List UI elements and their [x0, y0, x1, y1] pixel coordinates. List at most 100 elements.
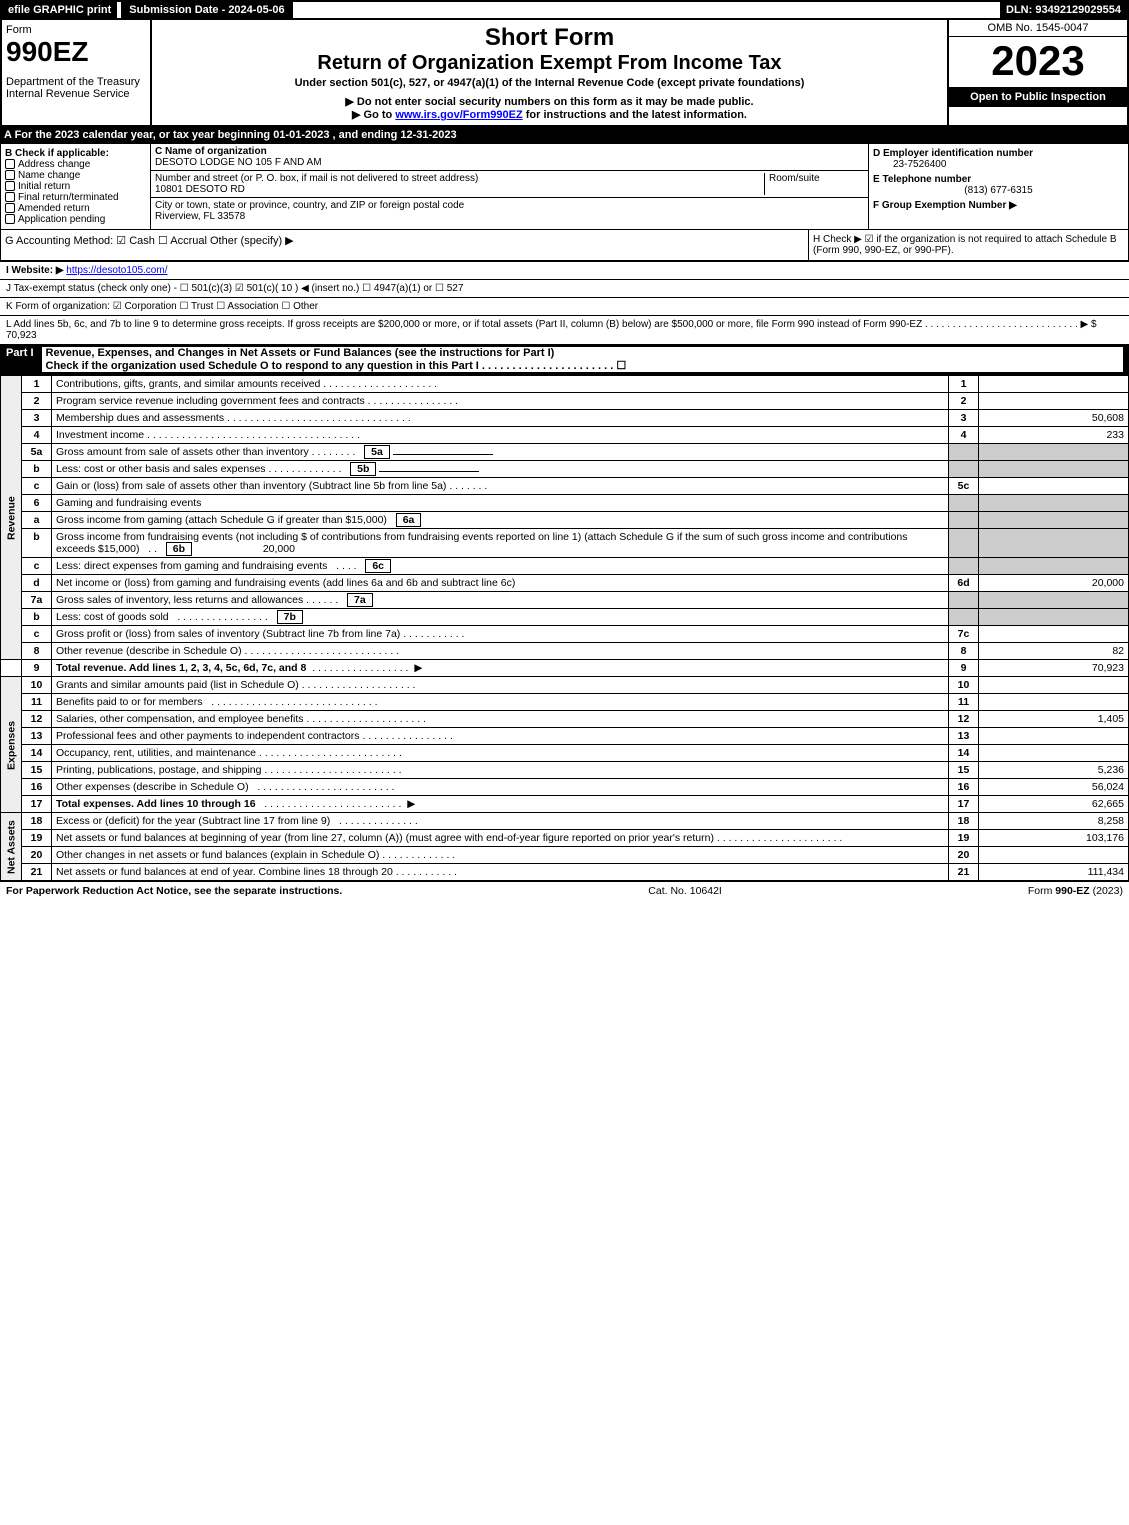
- line-14-desc: Occupancy, rent, utilities, and maintena…: [52, 745, 949, 762]
- footer-mid: Cat. No. 10642I: [648, 885, 722, 897]
- footer-right: Form 990-EZ (2023): [1028, 885, 1123, 897]
- line-21-ln: 21: [949, 864, 979, 881]
- short-form-title: Short Form: [156, 24, 943, 52]
- line-9-num: 9: [22, 660, 52, 677]
- line-5c-desc: Gain or (loss) from sale of assets other…: [52, 478, 949, 495]
- website-link[interactable]: https://desoto105.com/: [66, 265, 167, 276]
- header-right: OMB No. 1545-0047 2023 Open to Public In…: [947, 20, 1127, 125]
- line-10-num: 10: [22, 677, 52, 694]
- line-20-num: 20: [22, 847, 52, 864]
- line-9-desc: Total revenue. Add lines 1, 2, 3, 4, 5c,…: [52, 660, 949, 677]
- irs-link[interactable]: www.irs.gov/Form990EZ: [395, 109, 522, 121]
- top-bar: efile GRAPHIC print Submission Date - 20…: [0, 0, 1129, 20]
- chk-app-pending[interactable]: Application pending: [5, 214, 146, 225]
- i-label: I Website: ▶: [6, 265, 64, 276]
- line-5c-num: c: [22, 478, 52, 495]
- tax-year: 2023: [949, 37, 1127, 85]
- line-8-amt: 82: [979, 643, 1129, 660]
- line-5b-desc: Less: cost or other basis and sales expe…: [52, 461, 949, 478]
- line-7b-num: b: [22, 609, 52, 626]
- line-1-amt: [979, 376, 1129, 393]
- line-7b-amt: [979, 609, 1129, 626]
- line-6b-ln: [949, 529, 979, 558]
- line-15-num: 15: [22, 762, 52, 779]
- room-suite-label: Room/suite: [764, 173, 864, 195]
- line-6-desc: Gaming and fundraising events: [52, 495, 949, 512]
- row-j-status: J Tax-exempt status (check only one) - ☐…: [0, 279, 1129, 297]
- revenue-vert-label: Revenue: [1, 376, 22, 660]
- line-20-ln: 20: [949, 847, 979, 864]
- chk-address-change[interactable]: Address change: [5, 159, 146, 170]
- line-7c-num: c: [22, 626, 52, 643]
- opt-pending: Application pending: [18, 214, 105, 225]
- efile-print-label[interactable]: efile GRAPHIC print: [2, 2, 117, 18]
- line-6a-num: a: [22, 512, 52, 529]
- omb-number: OMB No. 1545-0047: [949, 20, 1127, 37]
- dln-label: DLN: 93492129029554: [1000, 2, 1127, 18]
- form-number: 990EZ: [6, 36, 146, 68]
- line-20-desc: Other changes in net assets or fund bala…: [52, 847, 949, 864]
- line-12-num: 12: [22, 711, 52, 728]
- line-9-amt: 70,923: [979, 660, 1129, 677]
- line-2-amt: [979, 393, 1129, 410]
- row-l-gross: L Add lines 5b, 6c, and 7b to line 9 to …: [0, 315, 1129, 344]
- chk-amended[interactable]: Amended return: [5, 203, 146, 214]
- street-label: Number and street (or P. O. box, if mail…: [155, 173, 764, 184]
- line-18-desc: Excess or (deficit) for the year (Subtra…: [52, 813, 949, 830]
- footer-left: For Paperwork Reduction Act Notice, see …: [6, 885, 342, 897]
- line-8-num: 8: [22, 643, 52, 660]
- line-19-desc: Net assets or fund balances at beginning…: [52, 830, 949, 847]
- irs-label: Internal Revenue Service: [6, 88, 146, 100]
- c-name-label: C Name of organization: [155, 146, 864, 157]
- opt-amended: Amended return: [18, 203, 90, 214]
- line-17-num: 17: [22, 796, 52, 813]
- org-name: DESOTO LODGE NO 105 F AND AM: [155, 157, 864, 168]
- line-8-ln: 8: [949, 643, 979, 660]
- line-14-ln: 14: [949, 745, 979, 762]
- part-i-title: Revenue, Expenses, and Changes in Net As…: [46, 347, 555, 359]
- line-2-num: 2: [22, 393, 52, 410]
- line-9-ln: 9: [949, 660, 979, 677]
- f-group-label: F Group Exemption Number ▶: [873, 200, 1124, 211]
- line-7c-desc: Gross profit or (loss) from sales of inv…: [52, 626, 949, 643]
- line-6a-amt: [979, 512, 1129, 529]
- chk-final-return[interactable]: Final return/terminated: [5, 192, 146, 203]
- line-17-amt: 62,665: [979, 796, 1129, 813]
- line-5a-amt: [979, 444, 1129, 461]
- line-6c-ln: [949, 558, 979, 575]
- line-5c-ln: 5c: [949, 478, 979, 495]
- line-7a-ln: [949, 592, 979, 609]
- line-3-ln: 3: [949, 410, 979, 427]
- line-1-num: 1: [22, 376, 52, 393]
- line-5b-ln: [949, 461, 979, 478]
- chk-initial-return[interactable]: Initial return: [5, 181, 146, 192]
- line-6d-desc: Net income or (loss) from gaming and fun…: [52, 575, 949, 592]
- line-5a-num: 5a: [22, 444, 52, 461]
- line-6a-ln: [949, 512, 979, 529]
- return-title: Return of Organization Exempt From Incom…: [156, 52, 943, 75]
- e-phone-label: E Telephone number: [873, 174, 1124, 185]
- line-12-ln: 12: [949, 711, 979, 728]
- expenses-vert-label: Expenses: [1, 677, 22, 813]
- line-17-desc: Total expenses. Add lines 10 through 16 …: [52, 796, 949, 813]
- line-6c-num: c: [22, 558, 52, 575]
- line-15-ln: 15: [949, 762, 979, 779]
- line-6d-ln: 6d: [949, 575, 979, 592]
- line-10-ln: 10: [949, 677, 979, 694]
- line-13-num: 13: [22, 728, 52, 745]
- opt-name: Name change: [18, 170, 80, 181]
- row-i-website: I Website: ▶ https://desoto105.com/: [0, 261, 1129, 279]
- c-city-row: City or town, state or province, country…: [151, 198, 868, 224]
- line-15-amt: 5,236: [979, 762, 1129, 779]
- line-1-ln: 1: [949, 376, 979, 393]
- line-7c-ln: 7c: [949, 626, 979, 643]
- col-b: B Check if applicable: Address change Na…: [1, 144, 151, 229]
- line-6b-desc: Gross income from fundraising events (no…: [52, 529, 949, 558]
- line-5a-ln: [949, 444, 979, 461]
- line-6-amt: [979, 495, 1129, 512]
- line-7c-amt: [979, 626, 1129, 643]
- line-8-desc: Other revenue (describe in Schedule O) .…: [52, 643, 949, 660]
- line-17-ln: 17: [949, 796, 979, 813]
- ein-value: 23-7526400: [873, 159, 1124, 170]
- chk-name-change[interactable]: Name change: [5, 170, 146, 181]
